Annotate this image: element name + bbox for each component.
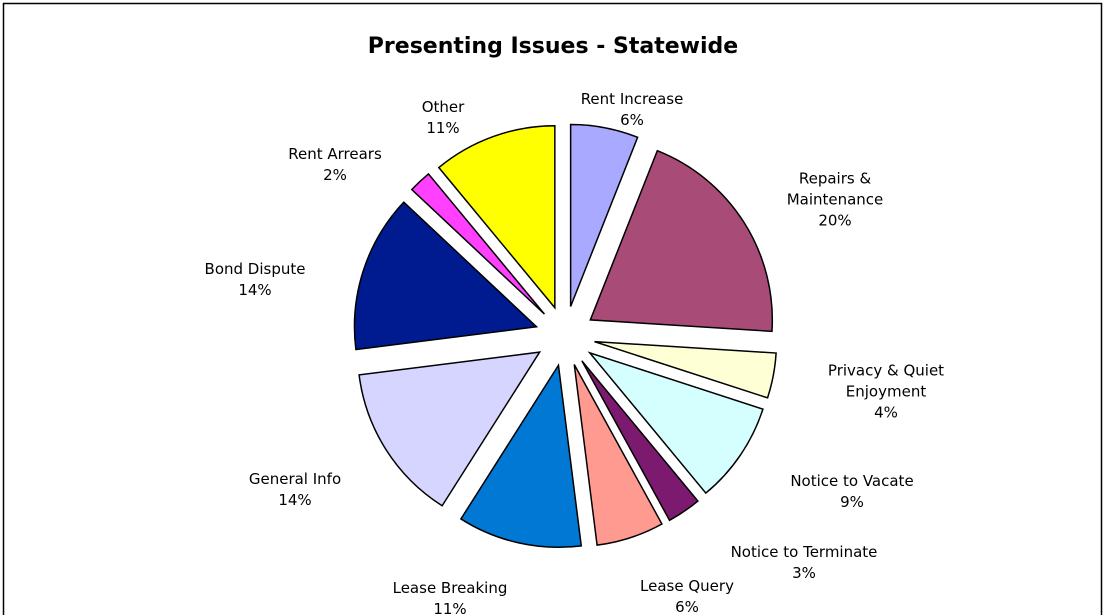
slice-value-label: 9% [840,493,864,511]
slice-category: Rent Arrears [288,145,382,163]
slice-label: Bond Dispute 14% [180,259,330,301]
slice-label: Other 11% [383,97,503,139]
slice-label: Privacy & Quiet Enjoyment 4% [801,361,971,424]
slice-category: Lease Breaking [392,579,508,597]
pie-slice [437,125,556,310]
slice-category: Rent Increase [580,90,684,108]
slice-label: Rent Increase 6% [562,89,702,131]
slice-label: Notice to Terminate 3% [704,542,904,584]
slice-category: Notice to Vacate [790,472,914,490]
slice-label: Notice to Vacate 9% [757,471,947,513]
pie-slice [358,351,542,507]
slice-value-label: 2% [323,166,347,184]
slice-label: Repairs & Maintenance 20% [770,169,900,232]
slice-value-label: 11% [426,119,460,137]
slice-value-label: 20% [818,211,852,230]
slice-category: Lease Query [640,577,734,595]
slice-label: Rent Arrears 2% [260,144,410,186]
slice-value-label: 11% [433,600,467,615]
chart-title: Presenting Issues - Statewide [368,34,738,59]
pie-slice [410,172,546,315]
slice-category: Notice to Terminate [730,543,878,561]
slice-category: Privacy & Quiet Enjoyment [827,361,945,401]
pie-slice [459,363,583,549]
pie-slice [581,360,699,522]
slice-label: Lease Query 6% [617,576,757,615]
slice-value-label: 14% [238,281,272,299]
slice-value-label: 3% [792,564,816,582]
pie-slice [587,351,764,495]
slice-category: General Info [248,470,342,488]
slice-category: Bond Dispute [204,260,306,278]
slice-value-label: 14% [278,491,312,509]
pie-slice [353,201,539,351]
pie-slice [569,123,639,307]
slice-category: Repairs & Maintenance [786,169,884,209]
slice-label: General Info 14% [220,469,370,511]
slice-label: Lease Breaking 11% [365,578,535,615]
slice-value-label: 6% [675,598,699,615]
pie-slice [589,149,774,333]
pie-slice [573,364,663,546]
slice-value-label: 6% [620,111,644,129]
slice-category: Other [421,98,465,116]
pie-slice [594,340,777,399]
slice-value-label: 4% [874,403,898,422]
